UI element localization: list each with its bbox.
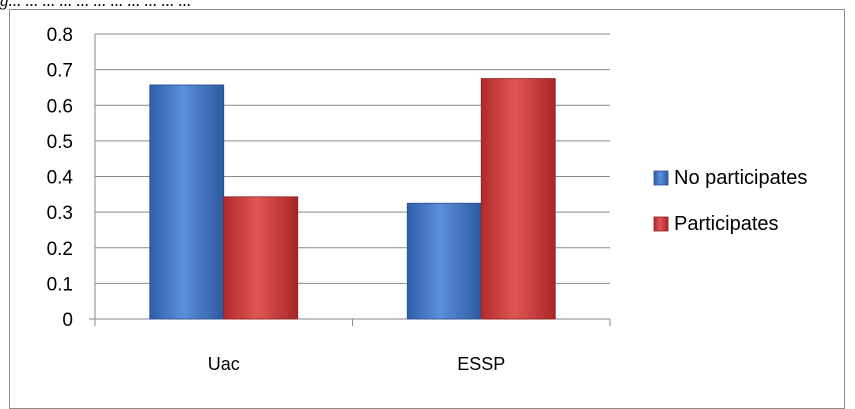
x-category-label: Uac [208,354,240,374]
bar-participates-essp [480,78,556,320]
x-category-label: ESSP [457,354,505,374]
legend-swatch [653,216,669,232]
bar-participates-uac [223,196,299,320]
y-tick-label: 0.5 [47,132,73,153]
y-tick-label: 0 [62,310,73,331]
legend-label: Participates [674,213,779,235]
bar-no-participates-uac [149,84,225,320]
legend-label: No participates [674,167,807,189]
legend-swatch [653,170,669,186]
y-tick-label: 0.2 [47,239,73,260]
bar-no-participates-essp [406,202,482,320]
y-tick-label: 0.4 [47,168,74,189]
axis-labels: 0 0.1 0.2 0.3 0.4 0.5 0.6 0.7 0.8 Uac ESSP [47,25,506,374]
y-tick-label: 0.8 [47,25,73,46]
y-tick-label: 0.1 [47,274,73,295]
y-tick-label: 0.7 [47,61,73,82]
legend: No participates Participates [653,167,807,235]
y-tick-label: 0.6 [47,96,73,117]
top-caption: g... ... ... ... ... ... ... ... ... ...… [0,0,192,10]
bars [149,78,556,320]
y-tick-label: 0.3 [47,203,73,224]
